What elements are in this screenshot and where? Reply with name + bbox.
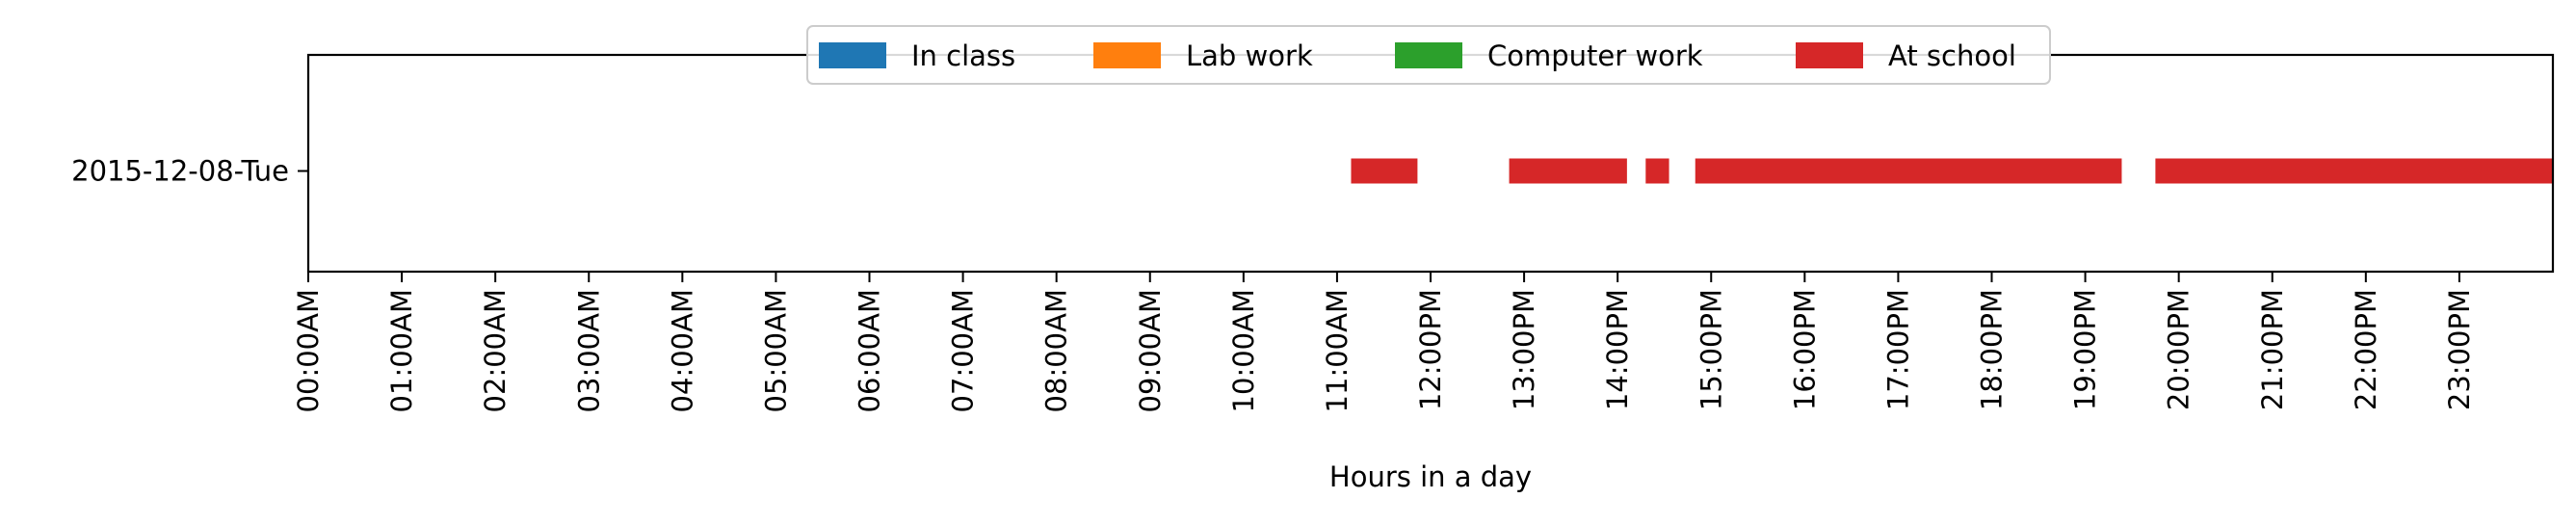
bar-at-school [1509, 158, 1627, 184]
x-tick-label: 15:00PM [1695, 289, 1727, 410]
x-axis: 00:00AM 01:00AM 02:00AM 03:00AM 04:00AM 05:00… [292, 272, 2476, 412]
x-axis-label: Hours in a day [1329, 460, 1532, 493]
bar-at-school [1645, 158, 1669, 184]
x-tick-label: 10:00AM [1227, 289, 1260, 412]
x-tick-label: 05:00AM [759, 289, 792, 412]
legend-swatch [1093, 42, 1161, 68]
bar-at-school [1351, 158, 1418, 184]
x-tick-label: 09:00AM [1134, 289, 1167, 412]
legend-label: At school [1888, 39, 2016, 72]
x-tick-label: 17:00PM [1881, 289, 1914, 410]
bars-layer [1351, 158, 2553, 184]
legend-label: In class [911, 39, 1015, 72]
x-tick-label: 12:00PM [1414, 289, 1447, 410]
x-tick-label: 16:00PM [1788, 289, 1821, 410]
x-tick-label: 20:00PM [2163, 289, 2195, 410]
x-tick-label: 07:00AM [947, 289, 980, 412]
x-tick-label: 22:00PM [2350, 289, 2382, 410]
y-axis: 2015-12-08-Tue [71, 155, 308, 188]
x-tick-label: 01:00AM [385, 289, 418, 412]
x-tick-label: 04:00AM [666, 289, 698, 412]
legend-swatch [819, 42, 886, 68]
x-tick-label: 18:00PM [1976, 289, 2009, 410]
bar-at-school [1695, 158, 2122, 184]
bar-at-school [2155, 158, 2553, 184]
x-tick-label: 06:00AM [854, 289, 886, 412]
legend: In class Lab work Computer work At school [806, 25, 2051, 85]
x-tick-label: 13:00PM [1508, 289, 1540, 410]
x-tick-label: 00:00AM [292, 289, 325, 412]
x-tick-label: 19:00PM [2069, 289, 2102, 410]
x-tick-label: 08:00AM [1040, 289, 1073, 412]
legend-label: Lab work [1186, 39, 1313, 72]
y-tick-label: 2015-12-08-Tue [71, 155, 289, 188]
x-tick-label: 11:00AM [1321, 289, 1354, 412]
x-tick-label: 23:00PM [2443, 289, 2476, 410]
x-tick-label: 02:00AM [479, 289, 512, 412]
legend-label: Computer work [1487, 39, 1703, 72]
legend-swatch [1395, 42, 1462, 68]
x-tick-label: 21:00PM [2256, 289, 2289, 410]
legend-swatch [1796, 42, 1863, 68]
x-tick-label: 14:00PM [1601, 289, 1634, 410]
x-tick-label: 03:00AM [572, 289, 605, 412]
